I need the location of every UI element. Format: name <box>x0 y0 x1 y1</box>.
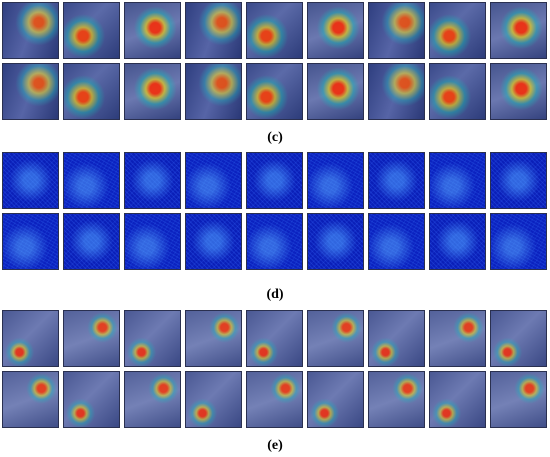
heatmap-tile <box>490 63 547 120</box>
heatmap-tile <box>2 371 59 428</box>
panel-e-grid <box>2 310 548 428</box>
heatmap-tile <box>307 213 364 270</box>
heatmap-tile <box>490 310 547 367</box>
caption-c: (c) <box>267 130 283 145</box>
heatmap-tile <box>246 63 303 120</box>
heatmap-tile <box>246 2 303 59</box>
heatmap-tile <box>368 152 425 209</box>
heatmap-tile <box>124 371 181 428</box>
heatmap-tile <box>124 2 181 59</box>
panel-c-grid <box>2 2 548 120</box>
heatmap-tile <box>63 310 120 367</box>
heatmap-tile <box>124 310 181 367</box>
heatmap-tile <box>429 213 486 270</box>
panel-c <box>2 2 548 120</box>
heatmap-tile <box>490 371 547 428</box>
heatmap-tile <box>63 152 120 209</box>
heatmap-tile <box>307 63 364 120</box>
panel-d <box>2 152 548 270</box>
heatmap-tile <box>63 63 120 120</box>
heatmap-tile <box>124 213 181 270</box>
heatmap-tile <box>429 371 486 428</box>
heatmap-tile <box>185 63 242 120</box>
heatmap-tile <box>307 2 364 59</box>
heatmap-tile <box>307 310 364 367</box>
heatmap-tile <box>185 371 242 428</box>
heatmap-tile <box>429 63 486 120</box>
heatmap-tile <box>368 2 425 59</box>
heatmap-tile <box>490 213 547 270</box>
panel-e <box>2 310 548 428</box>
heatmap-tile <box>490 2 547 59</box>
heatmap-tile <box>2 310 59 367</box>
heatmap-tile <box>246 213 303 270</box>
heatmap-tile <box>368 371 425 428</box>
heatmap-tile <box>2 63 59 120</box>
heatmap-tile <box>429 310 486 367</box>
heatmap-tile <box>185 310 242 367</box>
heatmap-tile <box>63 371 120 428</box>
heatmap-tile <box>124 152 181 209</box>
heatmap-tile <box>185 152 242 209</box>
heatmap-tile <box>185 2 242 59</box>
heatmap-tile <box>63 213 120 270</box>
heatmap-tile <box>2 2 59 59</box>
heatmap-tile <box>307 152 364 209</box>
heatmap-tile <box>246 152 303 209</box>
caption-d: (d) <box>266 287 284 302</box>
heatmap-tile <box>429 152 486 209</box>
heatmap-tile <box>368 310 425 367</box>
heatmap-tile <box>124 63 181 120</box>
heatmap-tile <box>246 310 303 367</box>
heatmap-tile <box>368 213 425 270</box>
heatmap-tile <box>307 371 364 428</box>
heatmap-tile <box>2 213 59 270</box>
heatmap-tile <box>2 152 59 209</box>
heatmap-tile <box>429 2 486 59</box>
caption-e: (e) <box>267 438 283 453</box>
heatmap-tile <box>63 2 120 59</box>
heatmap-tile <box>185 213 242 270</box>
heatmap-tile <box>490 152 547 209</box>
heatmap-tile <box>246 371 303 428</box>
panel-d-grid <box>2 152 548 270</box>
heatmap-tile <box>368 63 425 120</box>
